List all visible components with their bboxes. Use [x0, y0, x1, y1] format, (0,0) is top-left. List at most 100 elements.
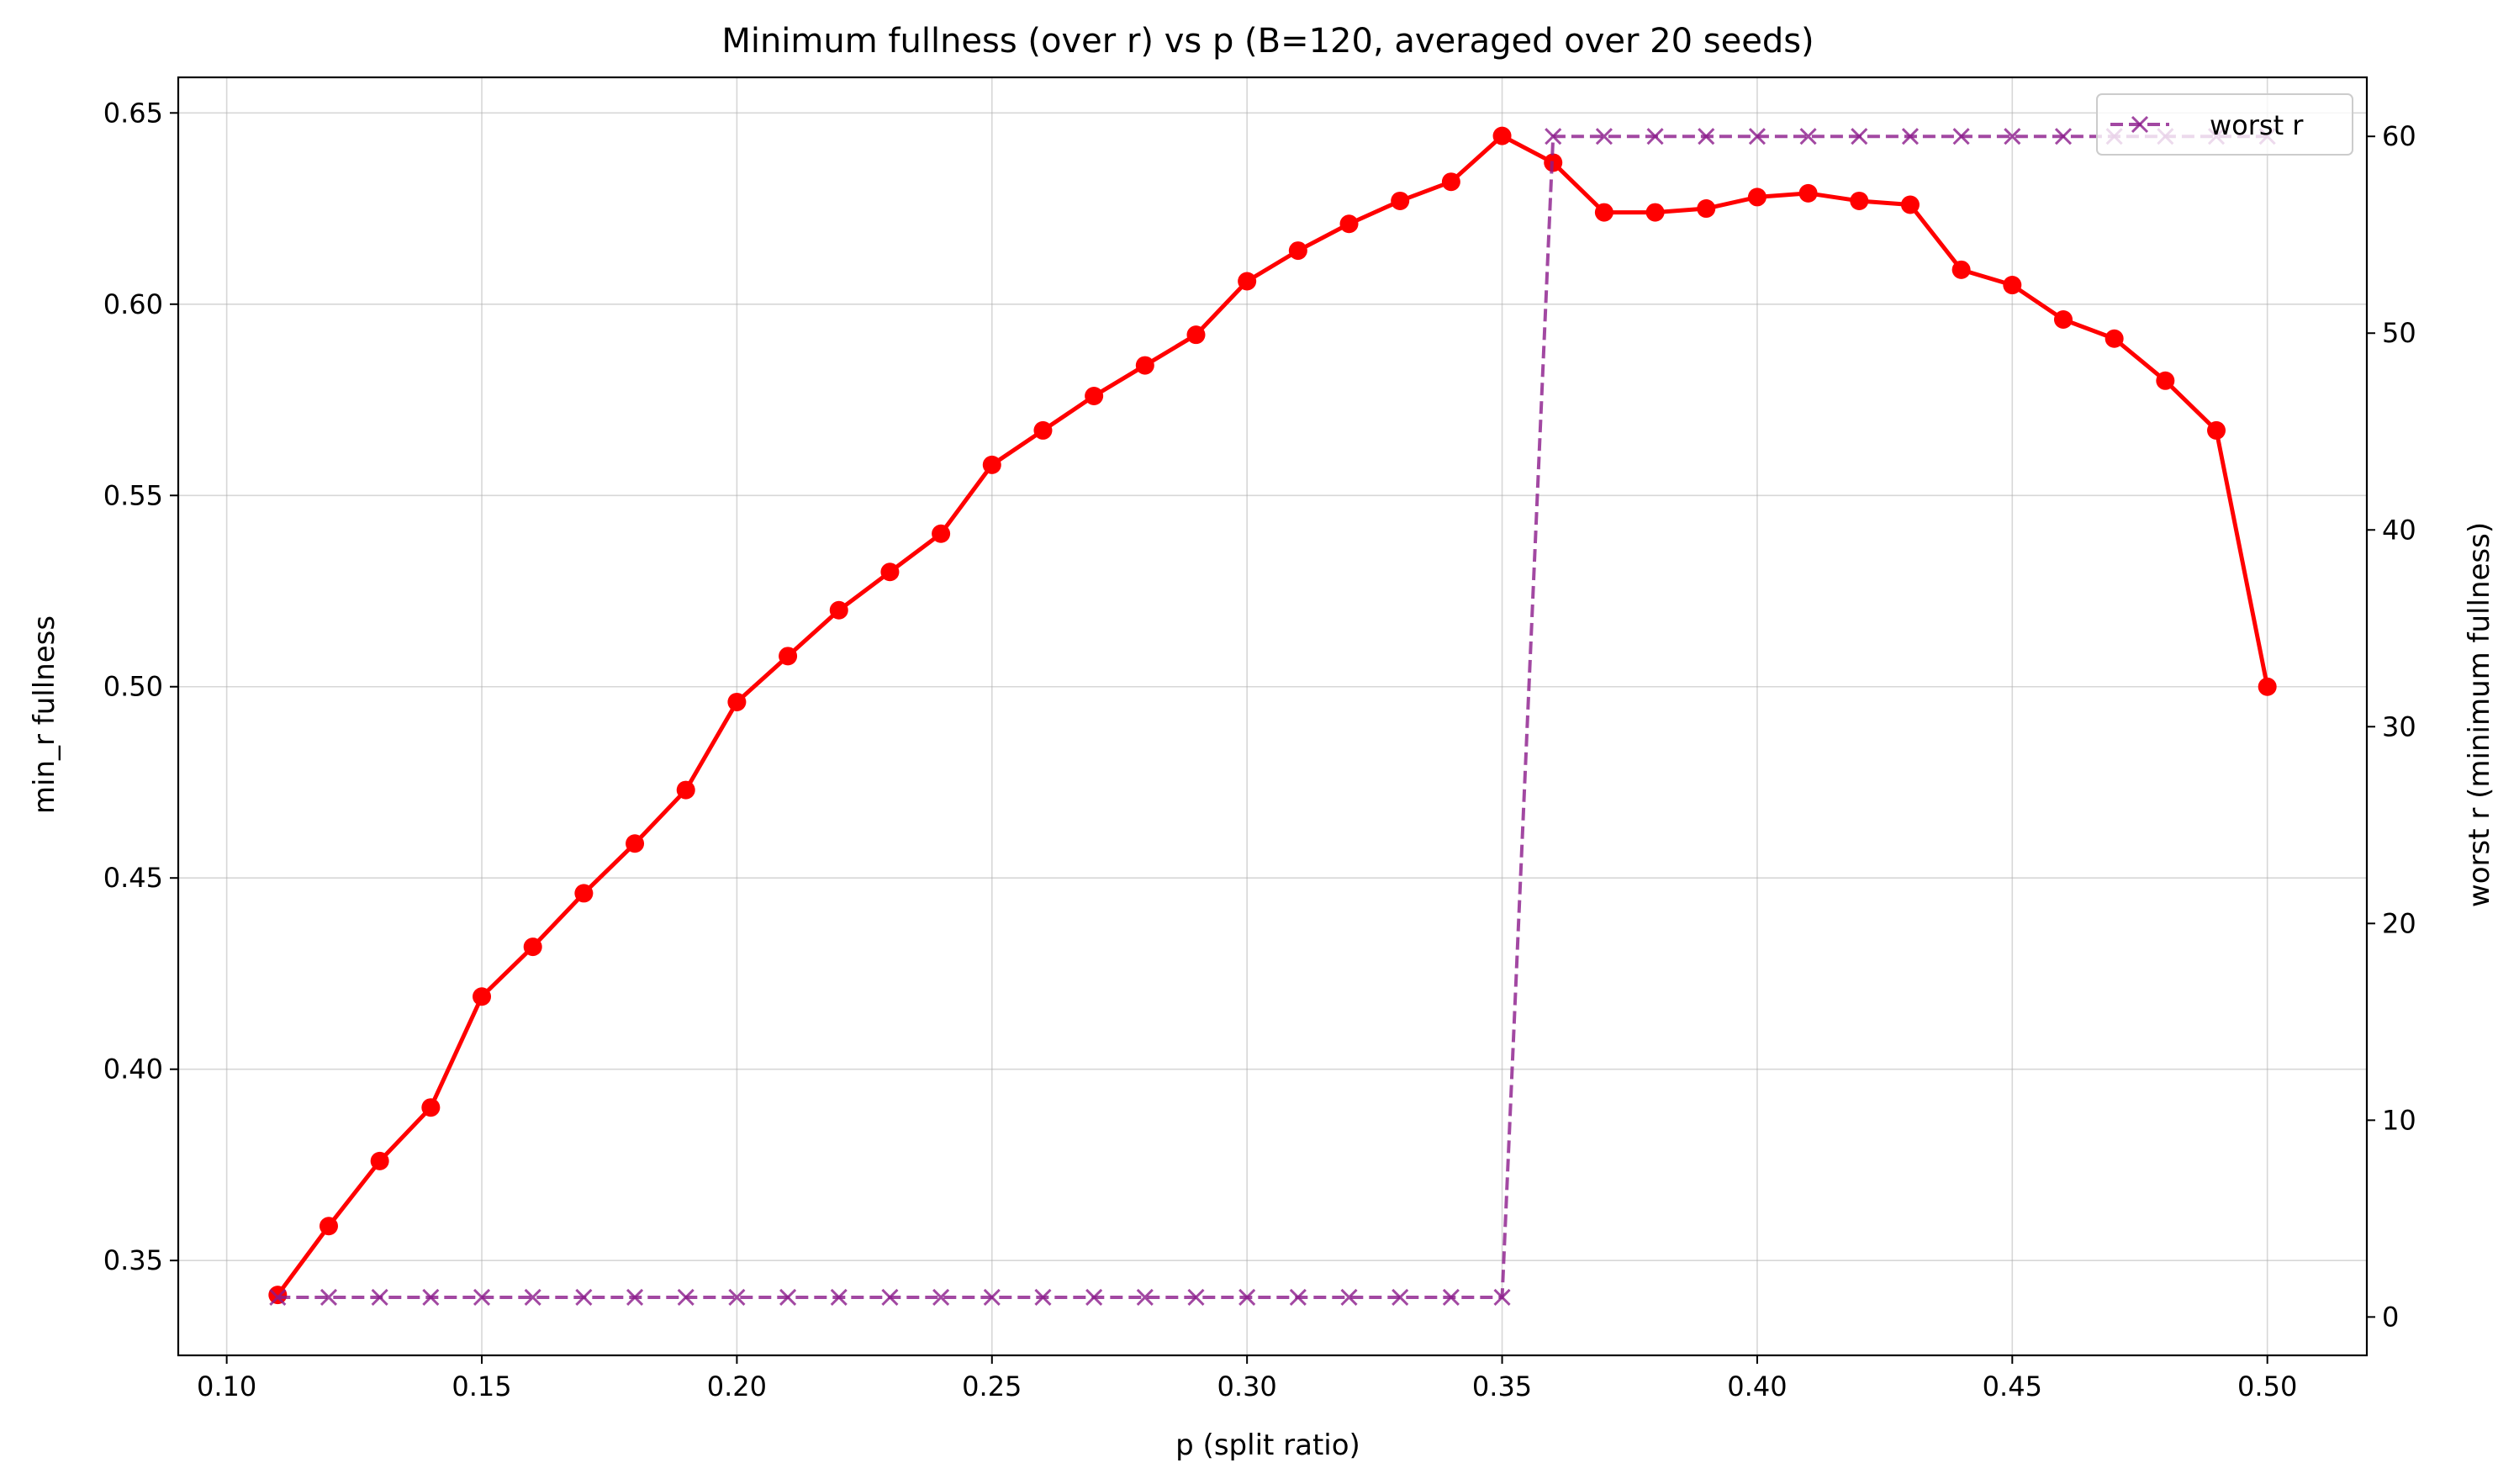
min-fullness-point: [523, 937, 542, 957]
x-tick-label: 0.10: [197, 1370, 256, 1402]
x-tick-label: 0.40: [1727, 1370, 1787, 1402]
y-axis-ticks: 0.35 0.40 0.45 0.50 0.55 0.60 0.65: [103, 97, 178, 1276]
worst-r-point: [1799, 128, 1817, 145]
worst-r-point: [1646, 128, 1664, 145]
min-fullness-point: [932, 524, 951, 543]
worst-r-point: [1085, 1288, 1103, 1307]
y2-tick-label: 0: [2382, 1301, 2399, 1333]
min-fullness-point: [2053, 309, 2073, 329]
min-fullness-point: [1033, 420, 1053, 440]
worst-r-point: [2054, 128, 2073, 145]
min-fullness-point: [2207, 420, 2226, 440]
min-fullness-point: [1085, 386, 1104, 405]
series-min-fullness: [268, 126, 2277, 1305]
y2-tick-label: 50: [2382, 317, 2416, 349]
worst-r-point: [1545, 128, 1562, 145]
worst-r-point: [2004, 128, 2021, 145]
x-tick-label: 0.15: [452, 1370, 511, 1402]
y-axis-label: min_r fullness: [28, 615, 61, 814]
worst-r-point: [1289, 1288, 1307, 1307]
worst-r-point: [524, 1288, 541, 1307]
worst-r-point: [371, 1288, 388, 1307]
y2-tick-label: 20: [2382, 907, 2416, 939]
worst-r-point: [677, 1288, 694, 1307]
min-fullness-line: [276, 134, 2270, 1297]
worst-r-point: [881, 1288, 899, 1307]
min-fullness-point: [1391, 191, 1410, 210]
min-fullness-point: [626, 834, 645, 853]
y2-tick-label: 60: [2382, 120, 2416, 152]
worst-r-point: [575, 1288, 593, 1307]
worst-r-point: [1442, 1288, 1460, 1307]
y-tick-label: 0.45: [103, 862, 163, 894]
min-fullness-point: [880, 562, 900, 582]
y-tick-label: 0.50: [103, 671, 163, 703]
min-fullness-point: [1339, 214, 1359, 234]
chart-title: Minimum fullness (over r) vs p (B=120, a…: [721, 22, 1814, 61]
min-fullness-point: [1238, 272, 1257, 291]
worst-r-point: [626, 1288, 644, 1307]
x-tick-label: 0.20: [707, 1370, 767, 1402]
min-fullness-point: [1850, 191, 1869, 210]
x-axis-ticks: 0.10 0.15 0.20 0.25 0.30 0.35 0.40 0.45 0.50: [197, 1355, 2297, 1402]
min-fullness-point: [2258, 677, 2277, 696]
y2-tick-label: 30: [2382, 710, 2416, 742]
worst-r-point: [830, 1288, 848, 1307]
worst-r-point: [1748, 128, 1766, 145]
worst-r-point: [1595, 128, 1613, 145]
min-fullness-point: [1900, 195, 1920, 214]
plot-frame: [177, 76, 2369, 1357]
worst-r-point: [1901, 128, 1920, 145]
y2-axis-ticks: 0 10 20 30 40 50 60: [2367, 120, 2416, 1333]
min-fullness-point: [1135, 356, 1154, 375]
y-tick-label: 0.40: [103, 1054, 163, 1085]
worst-r-point: [932, 1288, 950, 1307]
min-fullness-point: [574, 884, 594, 903]
min-fullness-point: [1697, 199, 1716, 219]
worst-r-point: [728, 1288, 746, 1307]
min-fullness-point: [1747, 187, 1767, 207]
x-tick-label: 0.25: [962, 1370, 1022, 1402]
min-fullness-point: [421, 1098, 441, 1117]
worst-r-point: [422, 1288, 440, 1307]
min-fullness-point: [2003, 276, 2022, 295]
worst-r-point: [1034, 1288, 1052, 1307]
worst-r-point: [1136, 1288, 1154, 1307]
y-tick-label: 0.55: [103, 479, 163, 511]
min-fullness-point: [1186, 325, 1206, 345]
grid: [178, 77, 2367, 1355]
min-fullness-point: [779, 647, 798, 666]
min-fullness-point: [1951, 260, 1971, 279]
min-fullness-point: [1594, 203, 1613, 222]
series-worst-r: [269, 128, 2276, 1307]
worst-r-point: [320, 1288, 338, 1307]
min-fullness-point: [1492, 126, 1512, 145]
worst-r-point: [1392, 1288, 1409, 1307]
y-tick-label: 0.65: [103, 97, 163, 129]
min-fullness-point: [829, 600, 848, 620]
worst-r-point: [1493, 1288, 1511, 1307]
legend: worst r: [2096, 93, 2353, 156]
min-fullness-point: [2156, 371, 2175, 390]
min-fullness-point: [1288, 241, 1307, 261]
min-fullness-point: [676, 780, 695, 800]
min-fullness-point: [1645, 203, 1665, 222]
y2-tick-label: 40: [2382, 514, 2416, 546]
worst-r-point: [1952, 128, 1970, 145]
min-fullness-point: [473, 987, 492, 1006]
worst-r-point: [1238, 1288, 1256, 1307]
legend-box: [2096, 93, 2353, 156]
worst-r-point: [1340, 1288, 1358, 1307]
worst-r-point: [473, 1288, 491, 1307]
worst-r-point: [779, 1288, 797, 1307]
x-tick-label: 0.35: [1472, 1370, 1532, 1402]
x-tick-label: 0.45: [1983, 1370, 2042, 1402]
min-fullness-point: [982, 455, 1001, 474]
x-axis-label: p (split ratio): [1175, 1429, 1360, 1462]
legend-label-worst-r: worst r: [2210, 109, 2304, 141]
x-tick-label: 0.30: [1217, 1370, 1277, 1402]
worst-r-point: [1698, 128, 1715, 145]
worst-r-point: [1187, 1288, 1205, 1307]
